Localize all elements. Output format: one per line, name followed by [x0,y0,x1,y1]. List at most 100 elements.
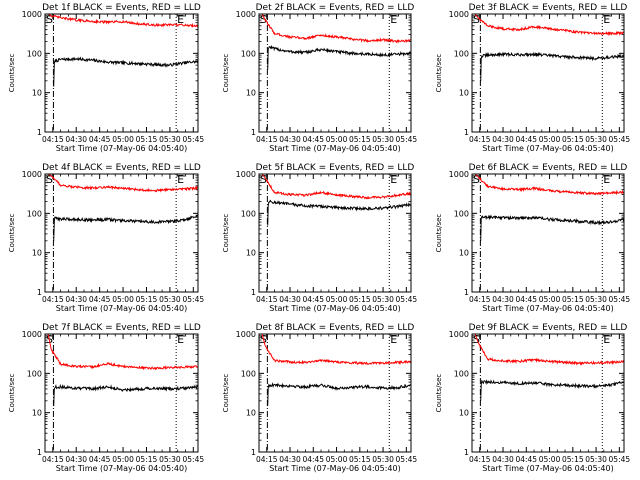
x-axis-label: Start Time (07-May-06 04:05:40) [269,304,400,313]
y-tick-label: 1000 [22,330,42,339]
x-tick-label: 05:00 [539,455,561,464]
x-axis-label: Start Time (07-May-06 04:05:40) [482,304,613,313]
y-tick-label: 100 [454,209,469,218]
x-tick-label: 05:45 [396,295,418,304]
y-tick-label: 10 [32,409,42,418]
marker-s: S [260,13,267,26]
series-line-events [267,382,412,406]
y-tick-label: 1000 [449,10,469,19]
y-tick-label: 1 [37,128,42,137]
x-tick-label: 04:45 [302,135,324,144]
x-axis-label: Start Time (07-May-06 04:05:40) [56,464,187,473]
chart-panel-1: Det 1f BLACK = Events, RED = LLD Counts/s… [8,3,204,153]
x-tick-label: 04:15 [42,455,64,464]
chart-panel-8: Det 8f BLACK = Events, RED = LLD Counts/s… [222,323,417,473]
series-line-events [267,199,412,226]
x-tick-label: 05:00 [112,455,134,464]
x-tick-label: 05:30 [372,295,394,304]
x-tick-label: 05:30 [372,135,394,144]
series-line-lld [472,173,625,196]
marker-e: E [177,333,184,346]
x-tick-label: 05:30 [585,135,607,144]
marker-e: E [390,333,397,346]
y-tick-label: 1000 [449,170,469,179]
series-line-events [53,56,199,87]
y-tick-label: 100 [454,49,469,58]
series-line-lld [259,173,412,200]
y-axis-label: Counts/sec [222,374,230,413]
x-tick-label: 04:45 [302,455,324,464]
chart-panel-6: Det 6f BLACK = Events, RED = LLD Counts/s… [435,163,630,313]
x-tick-label: 05:30 [372,455,394,464]
y-tick-label: 100 [27,49,42,58]
x-tick-label: 05:45 [183,135,205,144]
x-axis-label: Start Time (07-May-06 04:05:40) [482,464,613,473]
x-tick-label: 04:45 [515,455,537,464]
y-tick-label: 10 [459,89,469,98]
series-line-lld [45,173,199,193]
marker-s: S [473,173,480,186]
chart-title: Det 8f BLACK = Events, RED = LLD [256,323,415,333]
x-tick-label: 04:30 [279,295,301,304]
chart-title: Det 2f BLACK = Events, RED = LLD [256,3,415,13]
x-tick-label: 04:30 [65,135,87,144]
plot-frame [471,13,625,133]
x-tick-label: 05:15 [349,295,371,304]
chart-panel-5: Det 5f BLACK = Events, RED = LLD Counts/s… [222,163,417,313]
x-tick-label: 04:15 [469,135,491,144]
chart-panel-4: Det 4f BLACK = Events, RED = LLD Counts/s… [8,163,204,313]
y-tick-label: 1000 [236,330,256,339]
x-axis-label: Start Time (07-May-06 04:05:40) [56,304,187,313]
chart-title: Det 7f BLACK = Events, RED = LLD [42,323,201,333]
marker-s: S [46,13,53,26]
x-tick-label: 04:45 [89,135,111,144]
y-axis-label: Counts/sec [222,54,230,93]
x-tick-label: 04:45 [515,295,537,304]
chart-panel-7: Det 7f BLACK = Events, RED = LLD Counts/s… [8,323,204,473]
x-tick-label: 05:15 [562,135,584,144]
x-tick-label: 05:00 [112,295,134,304]
y-tick-label: 1 [464,448,469,457]
y-tick-label: 100 [454,369,469,378]
y-tick-label: 100 [241,209,256,218]
y-tick-label: 1000 [22,10,42,19]
x-axis-label: Start Time (07-May-06 04:05:40) [56,144,187,153]
chart-panel-3: Det 3f BLACK = Events, RED = LLD Counts/s… [435,3,630,153]
marker-e: E [603,173,610,186]
marker-s: S [473,13,480,26]
x-tick-label: 05:30 [159,135,181,144]
series-line-events [53,214,199,242]
x-tick-label: 04:15 [42,295,64,304]
y-axis-label: Counts/sec [435,54,443,93]
x-tick-label: 05:45 [609,295,631,304]
x-tick-label: 05:30 [159,455,181,464]
y-axis-label: Counts/sec [435,374,443,413]
x-tick-label: 04:15 [256,455,278,464]
y-tick-label: 1000 [236,170,256,179]
y-tick-label: 10 [246,89,256,98]
marker-e: E [603,13,610,26]
x-tick-label: 05:30 [585,295,607,304]
plot-frame [471,333,625,453]
x-tick-label: 05:15 [349,135,371,144]
x-tick-label: 05:30 [159,295,181,304]
x-tick-label: 04:30 [492,295,514,304]
series-line-lld [45,333,199,371]
x-tick-label: 05:15 [562,295,584,304]
y-axis-label: Counts/sec [8,374,16,413]
y-tick-label: 100 [241,49,256,58]
x-tick-label: 05:45 [396,455,418,464]
x-tick-label: 05:45 [396,135,418,144]
marker-s: S [260,173,267,186]
plot-frame [471,173,625,293]
x-tick-label: 05:45 [609,455,631,464]
chart-panel-9: Det 9f BLACK = Events, RED = LLD Counts/s… [435,323,630,473]
x-tick-label: 05:45 [183,455,205,464]
plot-frame [44,333,199,453]
plot-frame [44,173,199,293]
marker-s: S [473,333,480,346]
marker-e: E [177,173,184,186]
x-tick-label: 05:15 [136,295,158,304]
series-line-events [480,51,625,82]
y-tick-label: 1 [464,288,469,297]
